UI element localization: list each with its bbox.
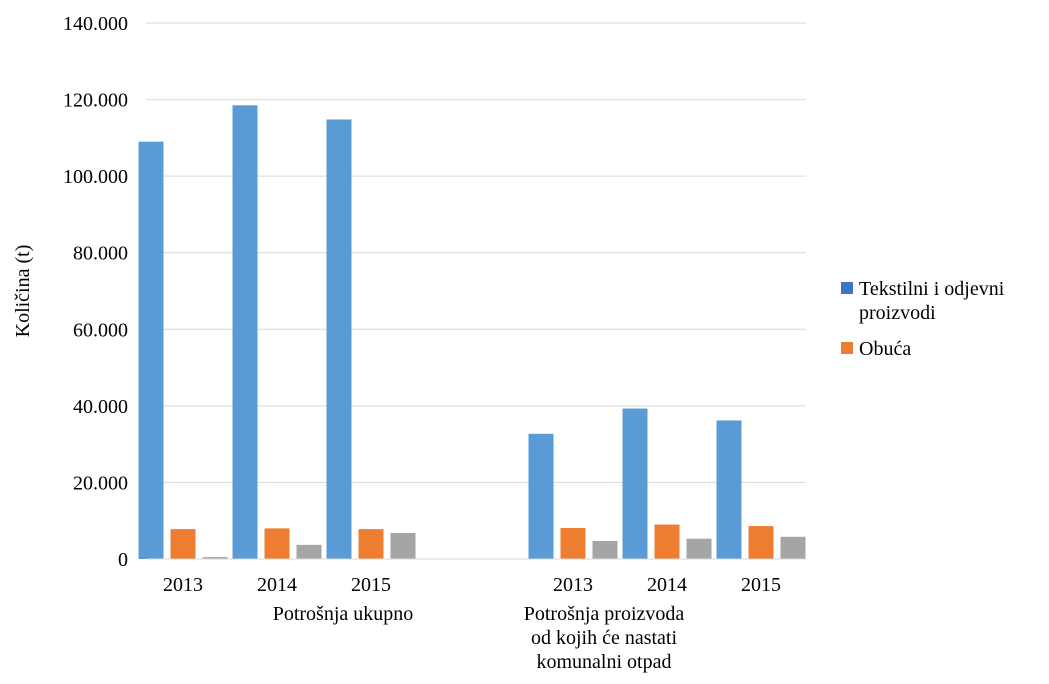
legend-swatch <box>841 282 853 294</box>
bar <box>716 420 742 559</box>
bar <box>528 433 554 559</box>
bar <box>264 528 290 559</box>
y-tick-label: 80.000 <box>73 243 128 265</box>
bar <box>780 536 806 559</box>
legend-swatch <box>841 342 853 354</box>
x-tick-label: 2013 <box>163 574 203 596</box>
x-tick-label: 2014 <box>257 574 297 596</box>
legend-label: proizvodi <box>859 302 936 324</box>
x-tick-label: 2015 <box>351 574 391 596</box>
bar <box>560 527 586 559</box>
y-axis-ticks: 0 20.000 40.000 60.000 80.000 100.000 120.000 1… <box>63 13 128 571</box>
y-tick-label: 20.000 <box>73 472 128 494</box>
bar <box>654 524 680 559</box>
bar <box>592 541 618 559</box>
group-label: Potrošnja ukupno <box>273 603 414 625</box>
y-tick-label: 60.000 <box>73 319 128 341</box>
bar <box>202 557 228 559</box>
y-tick-label: 40.000 <box>73 396 128 418</box>
bar <box>686 538 712 559</box>
bar <box>170 529 196 559</box>
legend-label: Obuća <box>859 338 911 360</box>
y-tick-label: 0 <box>118 549 128 571</box>
legend-label: Tekstilni i odjevni <box>859 278 1005 300</box>
bar <box>358 529 384 559</box>
bar <box>232 105 258 560</box>
bar <box>296 544 322 559</box>
x-tick-label: 2013 <box>553 574 593 596</box>
bar <box>326 119 352 559</box>
bar <box>622 408 648 559</box>
bar <box>390 532 416 559</box>
y-tick-label: 140.000 <box>63 13 128 35</box>
x-tick-label: 2014 <box>647 574 687 596</box>
bar <box>748 526 774 559</box>
x-axis-ticks: 2013 2014 2015 Potrošnja ukupno 2013 2014 2015… <box>163 574 781 673</box>
group-label: od kojih će nastati <box>531 627 678 649</box>
y-tick-label: 100.000 <box>63 166 128 188</box>
y-axis-label: Količina (t) <box>12 245 34 338</box>
bars <box>138 105 806 560</box>
group-label: komunalni otpad <box>537 651 672 673</box>
x-tick-label: 2015 <box>741 574 781 596</box>
group-label: Potrošnja proizvoda <box>524 603 685 625</box>
bar <box>138 141 164 559</box>
y-tick-label: 120.000 <box>63 90 128 112</box>
